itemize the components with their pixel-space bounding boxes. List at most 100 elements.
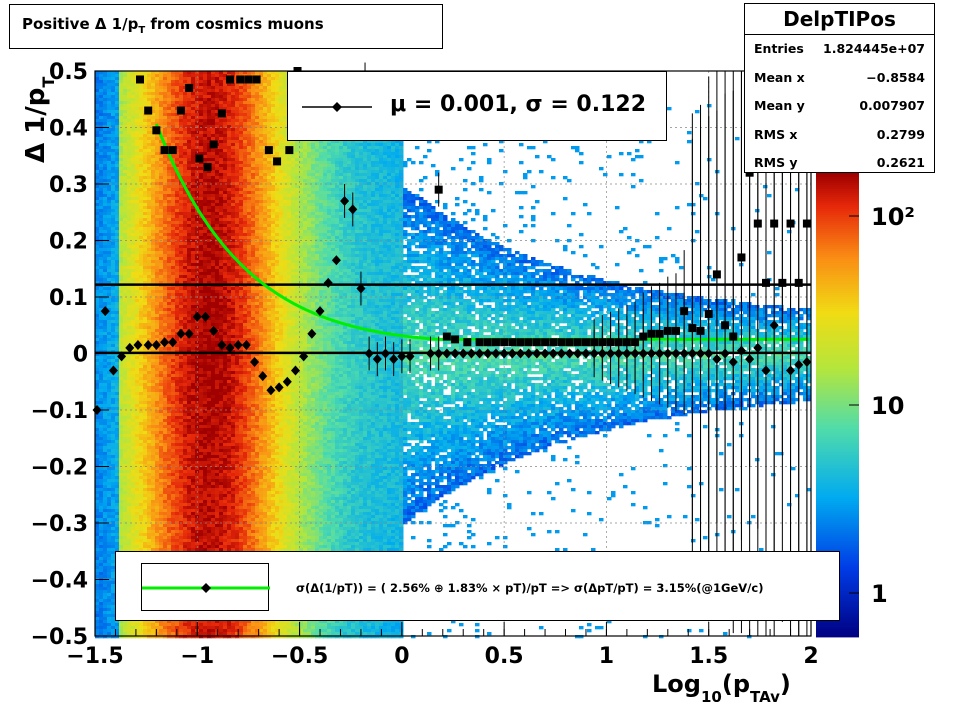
heatmap-cell (155, 323, 160, 326)
heatmap-cell (123, 395, 128, 398)
heatmap-cell (123, 137, 128, 140)
heatmap-cell (159, 446, 164, 449)
heatmap-cell (135, 197, 140, 200)
heatmap-cell (179, 245, 184, 248)
heatmap-cell (191, 473, 196, 476)
heatmap-cell (123, 296, 128, 299)
heatmap-cell (135, 395, 140, 398)
heatmap-cell (183, 272, 188, 275)
heatmap-cell (183, 512, 188, 515)
heatmap-cell (99, 413, 104, 416)
heatmap-cell (127, 515, 132, 518)
heatmap-cell (171, 260, 176, 263)
heatmap-cell (127, 479, 132, 482)
heatmap-cell (95, 311, 100, 314)
heatmap-cell (119, 500, 124, 503)
heatmap-cell (99, 149, 104, 152)
heatmap-cell (163, 194, 168, 197)
heatmap-cell (171, 107, 176, 110)
heatmap-cell (195, 413, 200, 416)
heatmap-cell (111, 494, 116, 497)
heatmap-cell (179, 629, 184, 632)
heatmap-cell (107, 485, 112, 488)
heatmap-cell (119, 209, 124, 212)
heatmap-cell (175, 437, 180, 440)
heatmap-cell (143, 425, 148, 428)
heatmap-cell (123, 371, 128, 374)
heatmap-cell (175, 515, 180, 518)
heatmap-cell (139, 506, 144, 509)
heatmap-cell (115, 347, 120, 350)
heatmap-cell (103, 491, 108, 494)
heatmap-cell (123, 167, 128, 170)
heatmap-cell (107, 533, 112, 536)
heatmap-cell (123, 479, 128, 482)
heatmap-cell (163, 479, 168, 482)
heatmap-cell (135, 359, 140, 362)
heatmap-cell (163, 203, 168, 206)
heatmap-cell (167, 173, 172, 176)
heatmap-cell (111, 497, 116, 500)
heatmap-cell (95, 593, 100, 596)
heatmap-cell (163, 440, 168, 443)
heatmap-cell (171, 206, 176, 209)
heatmap-cell (183, 533, 188, 536)
heatmap-cell (107, 95, 112, 98)
heatmap-cell (171, 218, 176, 221)
heatmap-cell (167, 440, 172, 443)
heatmap-cell (175, 374, 180, 377)
heatmap-cell (95, 536, 100, 539)
heatmap-cell (131, 410, 136, 413)
heatmap-cell (147, 458, 152, 461)
heatmap-cell (95, 164, 100, 167)
heatmap-cell (183, 623, 188, 626)
heatmap-cell (155, 452, 160, 455)
heatmap-cell (187, 536, 192, 539)
heatmap-cell (123, 518, 128, 521)
heatmap-cell (107, 389, 112, 392)
heatmap-cell (183, 176, 188, 179)
heatmap-cell (103, 377, 108, 380)
heatmap-cell (123, 152, 128, 155)
heatmap-cell (131, 275, 136, 278)
heatmap-cell (115, 143, 120, 146)
heatmap-cell (103, 416, 108, 419)
heatmap-cell (163, 425, 168, 428)
heatmap-cell (191, 113, 196, 116)
heatmap-cell (147, 290, 152, 293)
heatmap-cell (103, 467, 108, 470)
heatmap-cell (119, 512, 124, 515)
heatmap-cell (123, 245, 128, 248)
heatmap-cell (127, 419, 132, 422)
heatmap-cell (135, 257, 140, 260)
heatmap-cell (187, 131, 192, 134)
heatmap-cell (123, 488, 128, 491)
heatmap-cell (107, 221, 112, 224)
heatmap-cell (175, 248, 180, 251)
heatmap-cell (139, 92, 144, 95)
heatmap-cell (123, 437, 128, 440)
heatmap-cell (171, 413, 176, 416)
heatmap-cell (107, 467, 112, 470)
heatmap-cell (167, 470, 172, 473)
heatmap-cell (155, 86, 160, 89)
heatmap-cell (179, 167, 184, 170)
heatmap-cell (111, 200, 116, 203)
heatmap-cell (111, 137, 116, 140)
heatmap-cell (127, 512, 132, 515)
heatmap-cell (95, 248, 100, 251)
heatmap-cell (139, 299, 144, 302)
heatmap-cell (119, 335, 124, 338)
heatmap-cell (167, 404, 172, 407)
heatmap-cell (163, 188, 168, 191)
heatmap-cell (139, 260, 144, 263)
heatmap-cell (115, 503, 120, 506)
heatmap-cell (127, 194, 132, 197)
heatmap-cell (175, 101, 180, 104)
heatmap-cell (183, 275, 188, 278)
heatmap-cell (179, 191, 184, 194)
heatmap-cell (187, 524, 192, 527)
heatmap-cell (151, 626, 156, 629)
heatmap-cell (167, 542, 172, 545)
heatmap-cell (163, 257, 168, 260)
